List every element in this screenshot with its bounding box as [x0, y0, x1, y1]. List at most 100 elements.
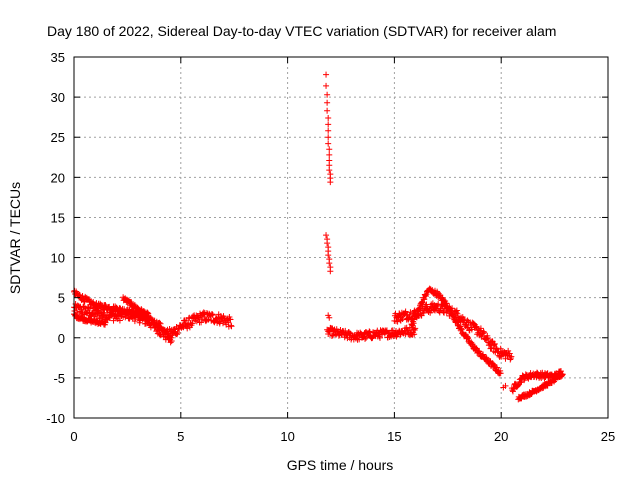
y-tick-label: -10 — [46, 411, 65, 426]
data-point-marker — [325, 114, 332, 121]
data-point-marker — [454, 313, 461, 320]
data-point-marker — [362, 335, 369, 342]
data-point-marker — [325, 328, 332, 335]
data-point-marker — [507, 356, 514, 363]
data-point-marker — [128, 299, 135, 306]
y-tick-label: 10 — [51, 251, 65, 266]
y-tick-label: 30 — [51, 90, 65, 105]
y-tick-label: 0 — [58, 331, 65, 346]
data-point-marker — [366, 328, 373, 335]
data-point-marker — [469, 341, 476, 348]
data-point-marker — [324, 91, 331, 98]
data-point-marker — [327, 268, 334, 275]
data-point-marker — [326, 167, 333, 174]
data-point-marker — [209, 311, 216, 318]
data-point-marker — [145, 310, 152, 317]
data-point-marker — [521, 377, 528, 384]
data-point-marker — [493, 364, 500, 371]
data-point-marker — [443, 300, 450, 307]
data-point-marker — [184, 325, 191, 332]
data-point-marker — [174, 329, 181, 336]
data-point-marker — [193, 318, 200, 325]
x-tick-label: 15 — [387, 429, 401, 444]
data-point-marker — [200, 309, 207, 316]
data-point-marker — [331, 327, 338, 334]
data-point-marker — [448, 307, 455, 314]
data-point-marker — [327, 179, 334, 186]
data-point-marker — [483, 354, 490, 361]
data-point-marker — [131, 318, 138, 325]
data-point-marker — [328, 332, 335, 339]
data-point-marker — [325, 140, 332, 147]
y-tick-label: -5 — [53, 371, 65, 386]
data-point-marker — [481, 329, 488, 336]
data-point-marker — [453, 307, 460, 314]
x-tick-label: 0 — [70, 429, 77, 444]
data-point-marker — [325, 127, 332, 134]
data-point-marker — [329, 332, 336, 339]
data-point-marker — [458, 326, 465, 333]
data-point-marker — [502, 355, 509, 362]
data-point-marker — [410, 320, 417, 327]
data-point-marker — [323, 232, 330, 239]
data-point-marker — [449, 312, 456, 319]
data-point-marker — [484, 335, 491, 342]
data-point-marker — [228, 323, 235, 330]
data-point-marker — [440, 309, 447, 316]
data-point-marker — [342, 327, 349, 334]
data-point-marker — [506, 350, 513, 357]
data-point-marker — [483, 335, 490, 342]
data-point-marker — [87, 305, 94, 312]
data-point-marker — [325, 134, 332, 141]
data-point-marker — [358, 330, 365, 337]
data-point-marker — [157, 320, 164, 327]
axis-ticks: 0 5 10 15 20 25 -10 -5 0 5 10 15 20 25 30 35 — [46, 50, 615, 444]
data-point-marker — [489, 338, 496, 345]
data-point-marker — [106, 315, 113, 322]
data-point-marker — [116, 317, 123, 324]
data-point-marker — [491, 341, 498, 348]
data-point-marker — [168, 338, 175, 345]
data-point-marker — [168, 334, 175, 341]
data-point-marker — [411, 316, 418, 323]
data-point-marker — [502, 382, 509, 389]
data-point-marker — [480, 328, 487, 335]
data-point-marker — [323, 82, 330, 89]
data-point-marker — [325, 252, 332, 259]
data-point-marker — [219, 320, 226, 327]
data-point-marker — [174, 331, 181, 338]
y-tick-label: 25 — [51, 130, 65, 145]
data-point-marker — [205, 316, 212, 323]
data-point-marker — [497, 345, 504, 352]
data-point-marker — [209, 311, 216, 318]
data-point-marker — [227, 322, 234, 329]
data-point-marker — [517, 379, 524, 386]
x-tick-label: 20 — [494, 429, 508, 444]
x-tick-label: 10 — [280, 429, 294, 444]
plot-frame — [73, 56, 609, 419]
data-point-marker — [326, 260, 333, 267]
data-point-marker — [508, 353, 515, 360]
data-point-marker — [126, 306, 133, 313]
data-point-marker — [156, 319, 163, 326]
y-axis-label: SDTVAR / TECUs — [7, 182, 23, 294]
data-point-marker — [324, 107, 331, 114]
data-point-marker — [464, 334, 471, 341]
data-point-marker — [510, 384, 517, 391]
data-point-marker — [326, 151, 333, 158]
y-tick-label: 20 — [51, 170, 65, 185]
data-point-marker — [205, 316, 212, 323]
grid-lines — [74, 57, 608, 418]
data-point-marker — [477, 325, 484, 332]
data-point-marker — [189, 320, 196, 327]
data-point-marker — [558, 368, 565, 375]
data-point-marker — [450, 313, 457, 320]
data-point-marker — [491, 340, 498, 347]
data-point-marker — [423, 291, 430, 298]
data-point-marker — [407, 309, 414, 316]
data-point-marker — [402, 308, 409, 315]
data-point-marker — [135, 314, 142, 321]
data-point-marker — [201, 313, 208, 320]
data-point-marker — [227, 316, 234, 323]
